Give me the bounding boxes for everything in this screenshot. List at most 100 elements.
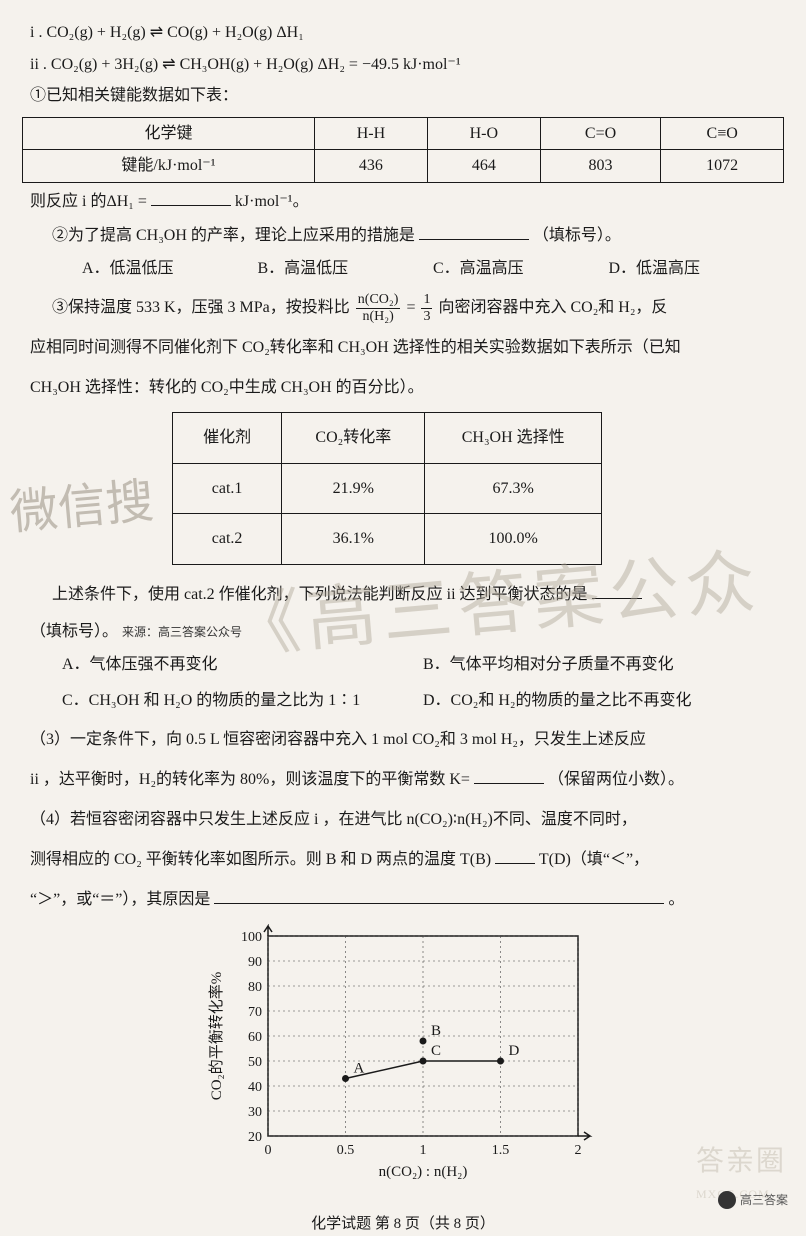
equation-ii: ii . CO₂(g) + 3H₂(g) ⇌ CH₃OH(g) + H₂O(g)… <box>22 52 784 78</box>
table-cell: cat.2 <box>173 514 282 565</box>
watermark-text: 微信搜 <box>7 464 157 553</box>
q1-after: 则反应 i 的ΔH₁ = kJ·mol⁻¹。 <box>22 189 784 215</box>
q5-text3: T(D)（填“＜”， <box>539 851 649 868</box>
q3-eq: = <box>406 299 419 316</box>
equation-i: i . CO₂(g) + H₂(g) ⇌ CO(g) + H₂O(g) ΔH₁ <box>22 20 784 46</box>
table-cell: 803 <box>540 150 661 183</box>
wm-bottom-text: 高三答案 <box>740 1191 788 1210</box>
svg-text:50: 50 <box>248 1055 262 1070</box>
q2-suffix: （填标号）。 <box>533 227 621 244</box>
table-header: CO₂转化率 <box>282 412 425 463</box>
q3-text4: CH₃OH 选择性：转化的 CO₂中生成 CH₃OH 的百分比）。 <box>22 372 784 404</box>
svg-text:n(CO₂) : n(H₂): n(CO₂) : n(H₂) <box>379 1164 468 1180</box>
blank-fill <box>214 888 664 904</box>
table-cell: 1072 <box>661 150 784 183</box>
q5-text4: “＞”，或“＝”），其原因是 <box>30 891 210 908</box>
svg-text:40: 40 <box>248 1080 262 1095</box>
q3-options-row1: A．气体压强不再变化 B．气体平均相对分子质量不再变化 <box>22 652 784 678</box>
svg-text:100: 100 <box>241 930 262 945</box>
bond-energy-table: 化学键 H-H H-O C=O C≡O 键能/kJ·mol⁻¹ 436 464 … <box>22 117 784 183</box>
table-header: C=O <box>540 117 661 150</box>
blank-fill <box>474 768 544 784</box>
svg-text:B: B <box>431 1023 441 1039</box>
page-footer: 化学试题 第 8 页（共 8 页） <box>22 1212 784 1236</box>
catalyst-table: 催化剂 CO₂转化率 CH₃OH 选择性 cat.1 21.9% 67.3% c… <box>172 412 602 565</box>
table-header: H-H <box>314 117 427 150</box>
q4-block: （3）一定条件下，向 0.5 L 恒容密闭容器中充入 1 mol CO₂和 3 … <box>22 724 784 756</box>
svg-text:70: 70 <box>248 1005 262 1020</box>
q3-options-row2: C．CH₃OH 和 H₂O 的物质的量之比为 1∶1 D．CO₂和 H₂的物质的… <box>22 688 784 714</box>
frac-num: n(CO₂) <box>356 292 401 308</box>
option-b: B．气体平均相对分子质量不再变化 <box>423 652 784 678</box>
q1-after-text: 则反应 i 的ΔH₁ = <box>30 193 151 210</box>
svg-text:90: 90 <box>248 955 262 970</box>
blank-fill <box>419 224 529 240</box>
table-cell: 键能/kJ·mol⁻¹ <box>23 150 315 183</box>
q3-after1: 上述条件下，使用 cat.2 作催化剂，下列说法能判断反应 ii 达到平衡状态的… <box>52 586 588 603</box>
q3-text3: 应相同时间测得不同催化剂下 CO₂转化率和 CH₃OH 选择性的相关实验数据如下… <box>22 332 784 364</box>
option-c: C．CH₃OH 和 H₂O 的物质的量之比为 1∶1 <box>62 688 423 714</box>
table-header: H-O <box>427 117 540 150</box>
q3-text1: ③保持温度 533 K，压强 3 MPa，按投料比 <box>52 299 354 316</box>
svg-text:20: 20 <box>248 1130 262 1145</box>
table-cell: cat.1 <box>173 463 282 514</box>
table-cell: 100.0% <box>425 514 602 565</box>
q3-after2: （填标号）。 <box>30 623 118 640</box>
q1-unit: kJ·mol⁻¹。 <box>235 193 309 210</box>
table-cell: 67.3% <box>425 463 602 514</box>
table-header: 化学键 <box>23 117 315 150</box>
q2-text: ②为了提高 CH₃OH 的产率，理论上应采用的措施是 <box>52 227 415 244</box>
option-a: A．低温低压 <box>82 256 258 282</box>
svg-text:C: C <box>431 1043 441 1059</box>
svg-text:60: 60 <box>248 1030 262 1045</box>
svg-text:2: 2 <box>575 1143 582 1158</box>
q5-block1: （4）若恒容密闭容器中只发生上述反应 i ，在进气比 n(CO₂)∶n(H₂)不… <box>22 804 784 836</box>
svg-text:1: 1 <box>420 1143 427 1158</box>
q3-block: ③保持温度 533 K，压强 3 MPa，按投料比 n(CO₂) n(H₂) =… <box>22 292 784 324</box>
q2-options: A．低温低压 B．高温低压 C．高温高压 D．低温高压 <box>22 256 784 282</box>
wm-corner-text: 答亲圈 <box>696 1140 786 1185</box>
svg-text:1.5: 1.5 <box>492 1143 510 1158</box>
q1-intro: ①已知相关键能数据如下表： <box>22 83 784 109</box>
q5-suffix: 。 <box>668 891 684 908</box>
q4-text1: （3）一定条件下，向 0.5 L 恒容密闭容器中充入 1 mol CO₂和 3 … <box>30 731 646 748</box>
table-header: CH₃OH 选择性 <box>425 412 602 463</box>
svg-text:CO₂的平衡转化率%: CO₂的平衡转化率% <box>208 971 225 1100</box>
watermark-bottom: 高三答案 <box>718 1191 788 1210</box>
blank-fill <box>592 583 642 599</box>
q2-line: ②为了提高 CH₃OH 的产率，理论上应采用的措施是 （填标号）。 <box>22 223 784 249</box>
svg-text:D: D <box>509 1043 520 1059</box>
svg-text:0: 0 <box>265 1143 272 1158</box>
q3-after2-line: （填标号）。 来源：高三答案公众号 <box>22 619 784 645</box>
q3-text2: 向密闭容器中充入 CO₂和 H₂，反 <box>438 299 667 316</box>
q4-suffix: （保留两位小数）。 <box>548 771 684 788</box>
svg-text:0.5: 0.5 <box>337 1143 355 1158</box>
chart-container: 203040506070809010000.511.52ABCDCO₂的平衡转化… <box>22 924 784 1194</box>
table-cell: 436 <box>314 150 427 183</box>
svg-text:30: 30 <box>248 1105 262 1120</box>
option-d: D．低温高压 <box>609 256 785 282</box>
q4-text2: ii ，达平衡时，H₂的转化率为 80%，则该温度下的平衡常数 K= <box>30 771 470 788</box>
q5-block2: 测得相应的 CO₂ 平衡转化率如图所示。则 B 和 D 两点的温度 T(B) T… <box>22 844 784 876</box>
q3-after-block: 上述条件下，使用 cat.2 作催化剂，下列说法能判断反应 ii 达到平衡状态的… <box>22 579 784 611</box>
fraction: 1 3 <box>421 292 432 324</box>
table-cell: 36.1% <box>282 514 425 565</box>
blank-fill <box>495 848 535 864</box>
conversion-chart: 203040506070809010000.511.52ABCDCO₂的平衡转化… <box>193 924 613 1194</box>
option-d: D．CO₂和 H₂的物质的量之比不再变化 <box>423 688 784 714</box>
option-c: C．高温高压 <box>433 256 609 282</box>
table-header: 催化剂 <box>173 412 282 463</box>
avatar-icon <box>718 1191 736 1209</box>
fraction: n(CO₂) n(H₂) <box>356 292 401 324</box>
blank-fill <box>151 190 231 206</box>
table-header: C≡O <box>661 117 784 150</box>
frac-den: 3 <box>421 309 432 324</box>
option-a: A．气体压强不再变化 <box>62 652 423 678</box>
svg-text:80: 80 <box>248 980 262 995</box>
q4-block2: ii ，达平衡时，H₂的转化率为 80%，则该温度下的平衡常数 K= （保留两位… <box>22 764 784 796</box>
q5-block3: “＞”，或“＝”），其原因是 。 <box>22 884 784 916</box>
frac-den: n(H₂) <box>356 309 401 324</box>
source-note: 来源：高三答案公众号 <box>122 625 242 639</box>
q5-text2: 测得相应的 CO₂ 平衡转化率如图所示。则 B 和 D 两点的温度 T(B) <box>30 851 491 868</box>
table-cell: 21.9% <box>282 463 425 514</box>
